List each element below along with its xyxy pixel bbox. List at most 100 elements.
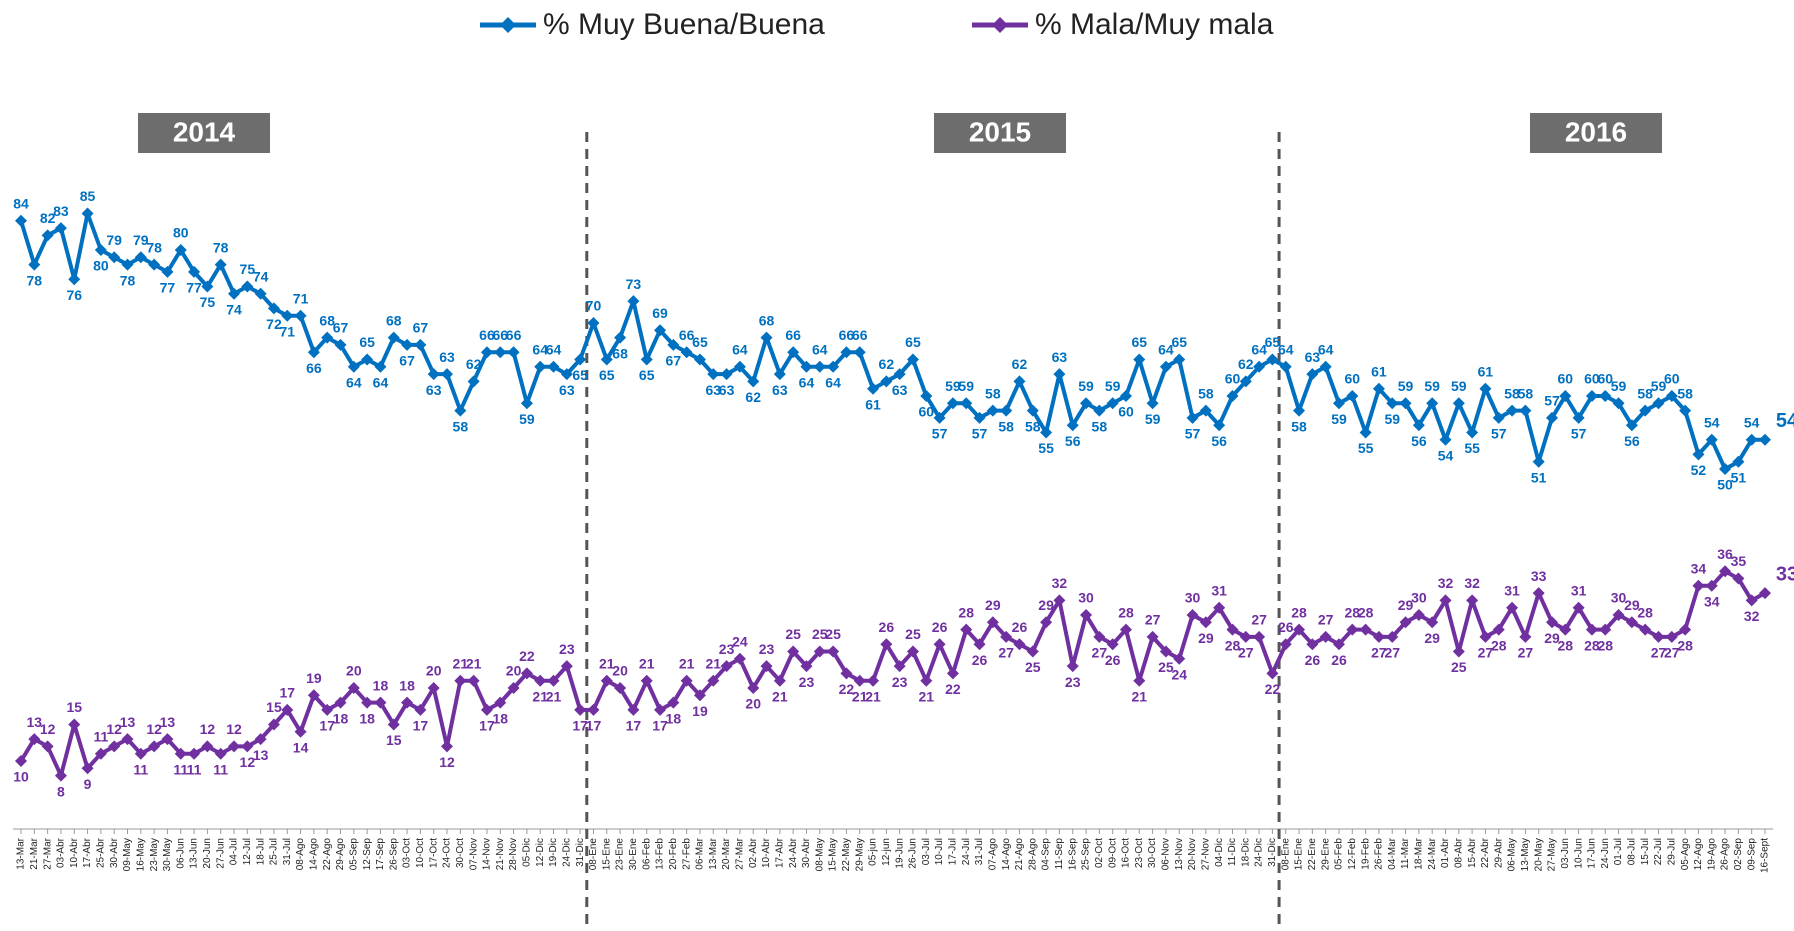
point [228, 287, 241, 300]
data-label: 32 [1438, 575, 1454, 591]
point [667, 696, 680, 709]
point [241, 280, 254, 293]
data-label: 18 [399, 677, 415, 693]
data-label: 30 [1611, 590, 1627, 606]
data-label: 59 [1384, 411, 1400, 427]
data-label: 27 [1384, 645, 1400, 661]
data-label: 59 [1105, 378, 1121, 394]
point [1426, 397, 1439, 410]
x-tick-label: 17-Jun [1587, 838, 1598, 869]
point [321, 331, 334, 344]
point [1066, 660, 1079, 673]
point [1479, 630, 1492, 643]
data-label: 21 [1132, 688, 1148, 704]
x-tick-label: 22-Ago [322, 838, 333, 871]
data-label: 65 [1171, 334, 1187, 350]
data-label: 65 [905, 334, 921, 350]
data-label: 55 [1038, 440, 1054, 456]
point [680, 674, 693, 687]
x-tick-label: 15-Jul [1640, 838, 1651, 865]
data-label: 28 [1637, 604, 1653, 620]
point [920, 674, 933, 687]
data-label: 63 [719, 382, 735, 398]
point [148, 258, 161, 271]
point [414, 703, 427, 716]
data-label: 15 [386, 732, 402, 748]
data-label: 64 [1318, 342, 1334, 358]
data-label: 71 [279, 323, 295, 339]
data-label: 56 [1411, 433, 1427, 449]
data-label: 29 [1038, 597, 1054, 613]
point [1332, 397, 1345, 410]
point [720, 660, 733, 673]
data-label: 12 [106, 721, 122, 737]
data-label: 26 [1012, 619, 1028, 635]
x-tick-label: 03-Abr [56, 837, 67, 868]
point [920, 390, 933, 402]
data-label: 64 [825, 375, 841, 391]
point [1599, 623, 1612, 636]
data-label: 25 [1025, 659, 1041, 675]
point [1332, 638, 1345, 651]
legend-label: % Muy Buena/Buena [543, 8, 825, 41]
data-label: 27 [998, 645, 1014, 661]
point [760, 331, 773, 344]
data-label: 31 [1504, 582, 1520, 598]
x-tick-label: 25-Jul [269, 838, 280, 865]
point [867, 674, 880, 687]
x-tick-label: 16-May [135, 838, 146, 871]
data-label: 83 [53, 203, 69, 219]
data-label: 64 [1158, 342, 1174, 358]
point [1080, 609, 1093, 621]
data-label: 17 [279, 685, 295, 701]
data-label: 32 [1744, 608, 1760, 624]
point [1106, 397, 1119, 410]
point [1559, 623, 1572, 636]
data-label: 8 [57, 783, 65, 799]
data-label: 12 [200, 721, 216, 737]
point [1226, 390, 1239, 402]
point [853, 346, 866, 359]
data-label: 68 [612, 345, 628, 361]
data-label: 58 [985, 385, 1001, 401]
point [720, 368, 733, 381]
point [1266, 353, 1279, 366]
data-label: 74 [226, 302, 242, 318]
x-tick-label: 12-Dic [535, 838, 546, 867]
data-label: 59 [1424, 378, 1440, 394]
data-label: 11 [133, 761, 148, 777]
data-label: 66 [785, 327, 801, 343]
point [1146, 397, 1159, 410]
data-label: 28 [1597, 637, 1613, 653]
data-label: 21 [546, 688, 562, 704]
point [148, 740, 161, 753]
year-label: 2015 [969, 116, 1031, 147]
data-label: 23 [892, 674, 908, 690]
x-tick-label: 01-Abr [1440, 837, 1451, 868]
point [933, 411, 946, 424]
data-label: 21 [705, 655, 721, 671]
data-label: 28 [1491, 637, 1507, 653]
point [1159, 360, 1172, 373]
x-tick-label: 24-Oct [442, 838, 453, 868]
point [1293, 404, 1306, 417]
data-label: 78 [27, 272, 43, 288]
data-label: 63 [892, 382, 908, 398]
data-label: 68 [386, 312, 402, 328]
data-label: 34 [1704, 594, 1720, 610]
point [1466, 426, 1479, 439]
data-label: 57 [1571, 426, 1587, 442]
data-label: 26 [1278, 619, 1294, 635]
data-label: 17 [319, 718, 335, 734]
data-label: 59 [945, 378, 961, 394]
data-label: 63 [705, 382, 721, 398]
data-label: 25 [1158, 659, 1174, 675]
data-label: 58 [1518, 385, 1534, 401]
point [640, 353, 653, 366]
point [1506, 404, 1519, 417]
x-tick-label: 27-Mar [42, 837, 53, 869]
data-label: 25 [905, 626, 921, 642]
point [1372, 630, 1385, 643]
x-tick-label: 02-Oct [1094, 838, 1105, 868]
data-label: 27 [1664, 645, 1680, 661]
